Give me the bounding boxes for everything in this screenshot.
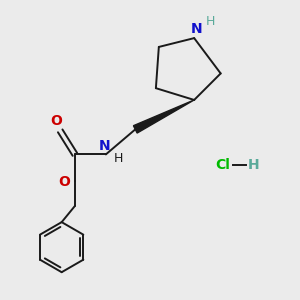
Text: N: N [191,22,202,36]
Text: H: H [113,152,123,165]
Text: H: H [206,15,215,28]
Text: O: O [50,114,62,128]
Text: N: N [98,139,110,153]
Text: O: O [59,176,70,189]
Text: H: H [248,158,260,172]
Text: Cl: Cl [215,158,230,172]
Polygon shape [134,100,194,133]
